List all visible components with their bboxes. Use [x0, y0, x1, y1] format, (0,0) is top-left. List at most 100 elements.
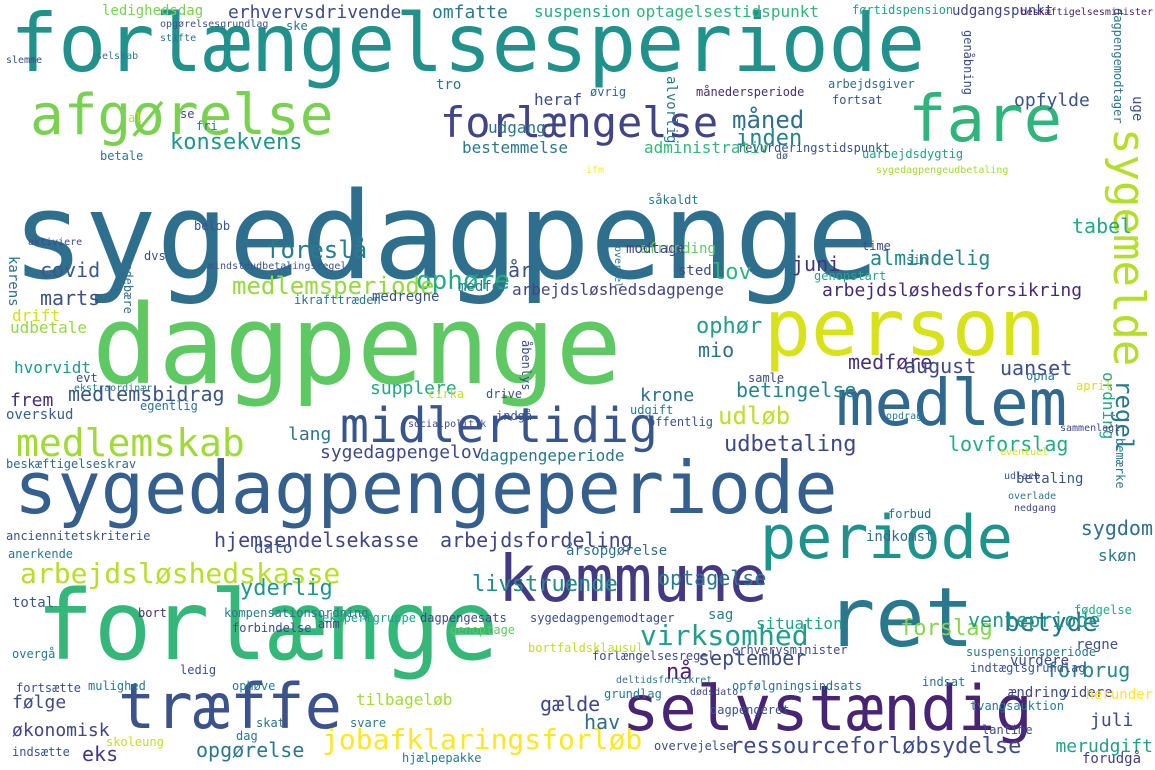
- cloud-word: sin: [906, 253, 928, 267]
- cloud-word: fortsat: [832, 93, 883, 107]
- cloud-word: fare: [908, 83, 1063, 157]
- cloud-word: beskæftigelseskrav: [6, 457, 137, 471]
- cloud-word: betingelse: [736, 378, 857, 402]
- cloud-word: betale: [100, 149, 144, 163]
- cloud-word: forlængelse: [440, 98, 719, 147]
- cloud-word: juli: [1090, 710, 1134, 731]
- cloud-word: ledig: [180, 663, 217, 677]
- cloud-word: alvorlig: [663, 76, 679, 144]
- cloud-word: udbetale: [10, 318, 88, 337]
- cloud-word: september: [698, 646, 807, 670]
- cloud-word: vurdere: [1010, 653, 1070, 669]
- cloud-word: anciennitetskriterie: [6, 529, 151, 543]
- cloud-word: midlertidig: [340, 398, 658, 454]
- cloud-word: optagelse: [658, 566, 767, 590]
- cloud-word: merudgift: [1055, 736, 1153, 757]
- cloud-word: sygedagpenge: [12, 168, 879, 307]
- cloud-word: dagpengemodtager: [1111, 8, 1125, 124]
- cloud-word: udgift: [630, 403, 674, 417]
- cloud-word: ophør: [696, 314, 763, 339]
- cloud-word: drive: [486, 387, 523, 401]
- cloud-word: åbenlys: [519, 340, 533, 391]
- cloud-word: drift: [12, 306, 61, 325]
- cloud-word: medregne: [372, 289, 440, 305]
- cloud-word: lantime: [982, 723, 1033, 737]
- cloud-word: udgang: [488, 118, 546, 137]
- cloud-word: regne: [1076, 637, 1119, 653]
- cloud-word: uanset: [1000, 356, 1073, 380]
- cloud-word: overskud: [6, 407, 74, 423]
- cloud-word: omfatte: [432, 2, 508, 23]
- cloud-word: sammenlagt: [1060, 423, 1121, 434]
- cloud-word: ressourceforløbsydelse: [730, 734, 1022, 759]
- cloud-word: virksomhed: [640, 619, 809, 652]
- cloud-word: afgørelse: [30, 83, 334, 148]
- cloud-word: selskab: [96, 51, 139, 62]
- cloud-word: ekspertgruppe: [322, 611, 416, 625]
- cloud-word: ret: [826, 571, 975, 666]
- cloud-word: uarbejdsdygtig: [862, 147, 964, 161]
- cloud-word: forbindelse: [232, 621, 312, 635]
- cloud-word: eks: [82, 742, 119, 766]
- cloud-word: måned: [732, 106, 805, 134]
- cloud-word: sygedagpengeudbetaling: [876, 165, 1009, 176]
- cloud-word: beskæftigelsesminister: [1020, 7, 1153, 18]
- cloud-word: ske: [286, 19, 308, 33]
- cloud-word: forlænge: [36, 570, 499, 682]
- cloud-word: aktiviere: [28, 237, 83, 248]
- cloud-word: bemærke: [1113, 438, 1127, 489]
- cloud-word: arbejdsløshedsdagpenge: [512, 280, 724, 299]
- cloud-word: følge: [12, 692, 67, 713]
- cloud-word: førtidspension: [852, 3, 954, 17]
- cloud-word: optagelsestidspunkt: [636, 2, 820, 21]
- cloud-word: arbejdsfordeling: [440, 528, 633, 552]
- cloud-word: indebære: [121, 256, 135, 314]
- cloud-word: medlemsbidrag: [68, 382, 225, 406]
- cloud-word: tro: [436, 77, 462, 93]
- cloud-word: dag: [236, 729, 258, 743]
- cloud-word: lov: [712, 260, 752, 285]
- cloud-word: se: [180, 107, 195, 121]
- cloud-word: fødgelse: [1074, 603, 1132, 617]
- cloud-word: overgå: [12, 647, 56, 661]
- cloud-word: arbejdsløshedsforsikring: [822, 280, 1083, 301]
- cloud-word: erhvervsminister: [732, 643, 848, 657]
- cloud-word: udgangspunkt: [952, 3, 1054, 19]
- cloud-word: tabel: [1072, 214, 1133, 238]
- cloud-word: mulighed: [88, 679, 146, 693]
- cloud-word: mio: [698, 338, 735, 362]
- cloud-word: skøn: [1098, 546, 1137, 565]
- cloud-word: mindsteudbetalingsregel: [208, 261, 347, 272]
- cloud-word: hjemsendelsekasse: [214, 528, 419, 552]
- cloud-word: dagpengeret: [710, 703, 790, 717]
- cloud-word: afrunding: [640, 241, 716, 257]
- cloud-word: almindelig: [870, 246, 991, 270]
- cloud-word: medlemsperiode: [232, 272, 435, 300]
- cloud-word: fri: [196, 119, 218, 133]
- cloud-word: time: [862, 239, 891, 253]
- cloud-word: skat: [256, 716, 285, 730]
- cloud-word: indsætte: [12, 745, 70, 759]
- cloud-word: foreslå: [266, 236, 368, 264]
- cloud-word: tilbageløb: [356, 690, 453, 709]
- cloud-word: juni: [792, 252, 841, 276]
- cloud-word: ændring: [1008, 685, 1068, 701]
- cloud-word: medlem: [836, 367, 1068, 441]
- cloud-word: øvrig: [590, 85, 627, 99]
- cloud-word: medlemskab: [16, 421, 245, 465]
- cloud-word: hav: [584, 710, 621, 734]
- cloud-word: forbrug: [1046, 658, 1131, 682]
- cloud-word: covid: [40, 258, 101, 282]
- cloud-word: dagpengesats: [420, 611, 507, 625]
- cloud-word: tvangsauktion: [970, 699, 1064, 713]
- cloud-word: dagpenge: [92, 281, 622, 409]
- cloud-word: evt: [76, 371, 98, 385]
- cloud-word: skoleung: [106, 735, 164, 749]
- cloud-word: såkaldt: [648, 193, 699, 207]
- cloud-word: forbud: [888, 507, 932, 521]
- cloud-word: opgørelsesgrundlag: [160, 19, 269, 30]
- cloud-word: marts: [40, 286, 101, 310]
- cloud-word: sygedagpengemodtager: [530, 611, 675, 625]
- cloud-word: månedersperiode: [696, 85, 805, 99]
- cloud-word: hjælpepakke: [402, 751, 482, 765]
